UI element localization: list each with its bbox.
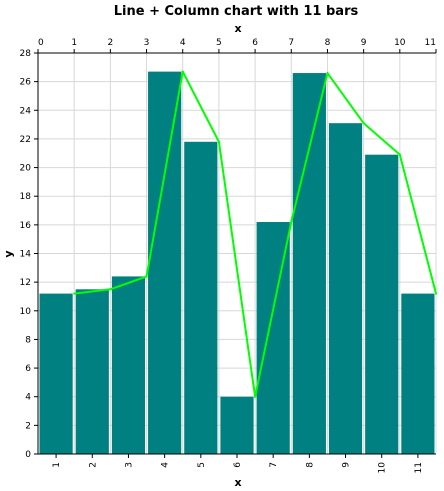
line-point-10 (398, 153, 401, 156)
bar-5 (184, 141, 218, 455)
category-label-5: 5 (197, 462, 207, 468)
line-segment-1 (73, 288, 112, 295)
category-label-9: 9 (342, 462, 352, 468)
line-point-8 (326, 72, 329, 75)
top-x-tick-label: 11 (425, 38, 436, 48)
top-x-tick-label: 0 (38, 38, 44, 48)
top-x-tick-label: 2 (107, 38, 113, 48)
line-point-5 (217, 140, 220, 143)
line-segment-7 (290, 72, 329, 223)
bar-9 (328, 123, 363, 455)
top-x-tick-label: 3 (144, 38, 150, 48)
top-x-tick-label: 1 (71, 38, 77, 48)
bar-4 (148, 71, 182, 454)
y-tick-label: 20 (20, 164, 32, 174)
bottom-x-axis-title: x (234, 476, 241, 489)
line-segment-3 (145, 70, 184, 278)
bar-6 (220, 396, 254, 454)
y-tick-label: 8 (25, 335, 31, 345)
y-tick-label: 14 (20, 250, 32, 260)
top-x-axis-title: x (234, 22, 241, 35)
category-label-11: 11 (414, 462, 424, 473)
line-point-7 (290, 220, 293, 223)
y-tick-label: 2 (25, 421, 31, 431)
line-point-11 (435, 292, 437, 295)
y-tick-label: 10 (20, 307, 32, 317)
y-tick-label: 4 (25, 393, 31, 403)
line-point-3 (145, 275, 148, 278)
top-x-tick-label: 4 (180, 38, 186, 48)
line-point-2 (109, 288, 112, 291)
category-label-7: 7 (269, 462, 279, 468)
category-label-4: 4 (161, 462, 171, 468)
top-x-tick-label: 7 (288, 38, 294, 48)
top-x-tick-label: 10 (394, 38, 406, 48)
bar-3 (111, 276, 146, 454)
line-segment-4 (181, 70, 220, 143)
bar-2 (75, 289, 109, 454)
y-tick-label: 0 (25, 450, 31, 460)
bar-11 (401, 293, 435, 454)
y-tick-label: 18 (20, 192, 32, 202)
y-axis-title: y (2, 250, 15, 257)
line-segment-6 (254, 220, 293, 398)
bar-series (39, 71, 435, 455)
category-label-2: 2 (88, 462, 98, 468)
y-tick-label: 26 (20, 78, 32, 88)
bar-8 (292, 73, 326, 455)
chart-title: Line + Column chart with 11 bars (114, 4, 359, 19)
line-segment-2 (109, 275, 148, 291)
y-tick-label: 16 (20, 221, 32, 231)
y-tick-label: 12 (20, 278, 31, 288)
line-segment-9 (362, 122, 401, 156)
category-label-1: 1 (52, 462, 62, 468)
bar-1 (39, 293, 73, 454)
y-tick-label: 6 (25, 364, 31, 374)
category-label-8: 8 (305, 462, 315, 468)
top-x-tick-label: 6 (252, 38, 258, 48)
line-point-6 (254, 395, 257, 398)
y-tick-label: 28 (20, 49, 32, 59)
y-tick-label: 24 (20, 106, 32, 116)
bar-10 (365, 154, 399, 455)
line-segment-5 (217, 140, 257, 398)
line-point-1 (73, 292, 76, 295)
line-series (73, 70, 437, 398)
category-label-3: 3 (124, 462, 134, 468)
line-point-4 (181, 70, 184, 73)
category-label-6: 6 (233, 462, 243, 468)
category-label-10: 10 (378, 462, 388, 474)
top-x-tick-label: 5 (216, 38, 222, 48)
y-tick-label: 22 (20, 135, 31, 145)
top-x-tick-label: 8 (325, 38, 331, 48)
line-segment-8 (326, 72, 365, 125)
line-point-9 (362, 122, 365, 125)
top-x-tick-label: 9 (361, 38, 367, 48)
line-segment-10 (398, 153, 437, 295)
